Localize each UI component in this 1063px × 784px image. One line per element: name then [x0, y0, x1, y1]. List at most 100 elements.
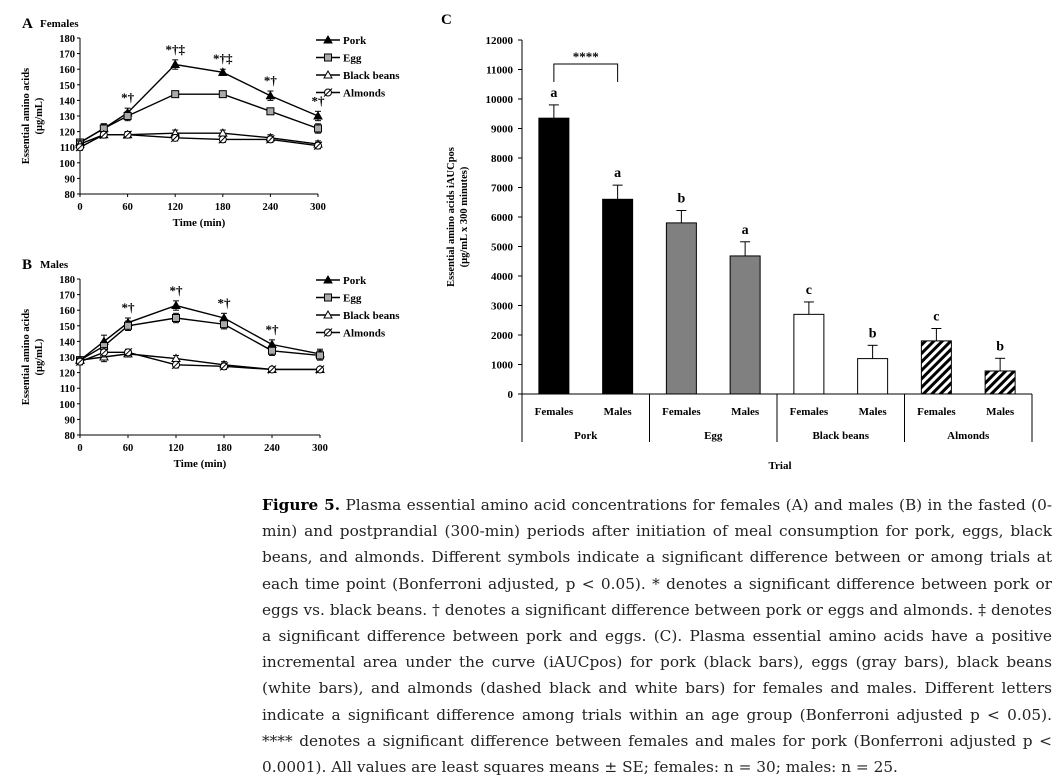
x-axis-title: Time (min) [173, 217, 226, 229]
bar-pork-males [602, 198, 634, 395]
significance-letter: c [806, 283, 812, 298]
data-point [123, 112, 132, 120]
data-point-slash [171, 360, 181, 370]
y-axis-unit: (μg/mL) [34, 338, 45, 375]
data-point-slash [99, 347, 109, 357]
y-axis-title: Essential amino acids [21, 68, 32, 164]
y-axis-unit: (μg/mL) [34, 97, 45, 134]
significance-letter: b [996, 339, 1004, 354]
data-point-slash [99, 130, 109, 140]
y-tick-label: 110 [60, 143, 75, 154]
data-point [268, 346, 276, 355]
legend-marker-slash [323, 328, 333, 337]
data-point [172, 314, 180, 322]
data-point [218, 90, 227, 99]
panel-a-females: A Females 80 90 100 110 120 130 140 150 160 170 180 0… [21, 16, 400, 229]
y-axis-title: Essential amino acids [21, 309, 32, 405]
legend-marker [323, 274, 333, 284]
significance-annotation: *† [266, 322, 280, 337]
y-tick-label: 3000 [491, 301, 514, 313]
y-tick-label: 170 [59, 291, 75, 302]
category-label: Males [604, 406, 633, 418]
x-tick-label: 240 [264, 443, 280, 454]
data-point-slash [123, 347, 133, 357]
group-label: Egg [704, 430, 723, 442]
bar-almonds-males [984, 370, 1016, 395]
x-tick-label: 180 [216, 443, 232, 454]
data-point-slash [315, 365, 325, 374]
x-tick-label: 300 [312, 443, 328, 454]
panel-title: Males [40, 259, 69, 271]
series-line-pork [79, 63, 319, 144]
data-point [220, 320, 228, 329]
data-point [170, 59, 181, 69]
y-tick-label: 90 [65, 174, 76, 185]
y-tick-label: 4000 [491, 271, 514, 283]
y-tick-label: 12000 [486, 35, 514, 47]
data-point-slash [170, 133, 180, 143]
group-label: Almonds [947, 430, 990, 442]
data-point [124, 321, 132, 330]
data-point-slash [313, 141, 323, 150]
x-tick-label: 0 [77, 443, 82, 454]
legend-label: Pork [343, 35, 367, 47]
bar-egg-males [729, 255, 761, 395]
y-tick-label: 100 [59, 400, 75, 411]
data-point-slash [75, 142, 85, 152]
data-point-slash [219, 362, 229, 371]
series-line-egg [79, 317, 321, 361]
panel-c-iauc-bar-chart: C 0 1000 2000 3000 4000 5000 6000 7000 8000 9000 10… [441, 12, 1033, 472]
y-tick-label: 140 [59, 337, 75, 348]
significance-letter: a [742, 223, 749, 238]
y-tick-label: 120 [59, 369, 75, 380]
y-axis-title: Essential amino acids iAUCpos [446, 147, 457, 287]
y-tick-label: 8000 [491, 153, 514, 165]
y-tick-label: 150 [59, 322, 75, 333]
y-tick-label: 160 [59, 65, 75, 76]
panel-label: A [22, 16, 33, 32]
data-point [266, 107, 275, 116]
panel-label: C [441, 12, 452, 28]
significance-annotation: *† [122, 300, 136, 315]
series-line-black-beans [79, 353, 320, 371]
significance-annotation: *†‡ [213, 51, 233, 66]
x-axis-title: Trial [768, 460, 791, 472]
panel-title: Females [40, 18, 79, 30]
legend-label: Egg [343, 293, 362, 305]
significance-stars: **** [573, 49, 599, 64]
y-tick-label: 170 [59, 50, 75, 61]
significance-annotation: *† [121, 90, 135, 105]
y-tick-label: 180 [59, 34, 75, 45]
significance-bracket [553, 63, 619, 82]
bar-black-beans-females [793, 313, 825, 395]
legend-marker [323, 34, 333, 44]
bar-almonds-females [920, 340, 952, 395]
data-point-slash [267, 365, 277, 374]
data-point [316, 351, 324, 360]
significance-letter: a [550, 86, 557, 101]
significance-letter: a [614, 166, 621, 181]
category-label: Females [662, 406, 701, 418]
significance-letter: c [933, 310, 939, 325]
data-point [171, 300, 181, 310]
category-label: Males [986, 406, 1015, 418]
significance-annotation: *† [218, 295, 232, 310]
y-tick-label: 80 [65, 431, 76, 442]
panel-b-males: B Males 80 90 100 110 120 130 140 150 160 170 180 0 60… [21, 257, 400, 470]
significance-annotation: *† [264, 73, 278, 88]
y-tick-label: 130 [59, 353, 75, 364]
x-tick-label: 240 [263, 202, 279, 213]
y-tick-label: 160 [59, 306, 75, 317]
y-tick-label: 1000 [491, 360, 514, 372]
legend-marker [323, 309, 333, 319]
legend-label: Almonds [343, 328, 386, 340]
category-label: Males [731, 406, 760, 418]
category-label: Females [790, 406, 829, 418]
y-tick-label: 6000 [491, 212, 514, 224]
legend-marker-slash [323, 88, 333, 97]
data-point-slash [218, 135, 228, 144]
legend-label: Pork [343, 275, 367, 287]
x-tick-label: 180 [215, 202, 231, 213]
significance-annotation: *†‡ [165, 42, 185, 57]
